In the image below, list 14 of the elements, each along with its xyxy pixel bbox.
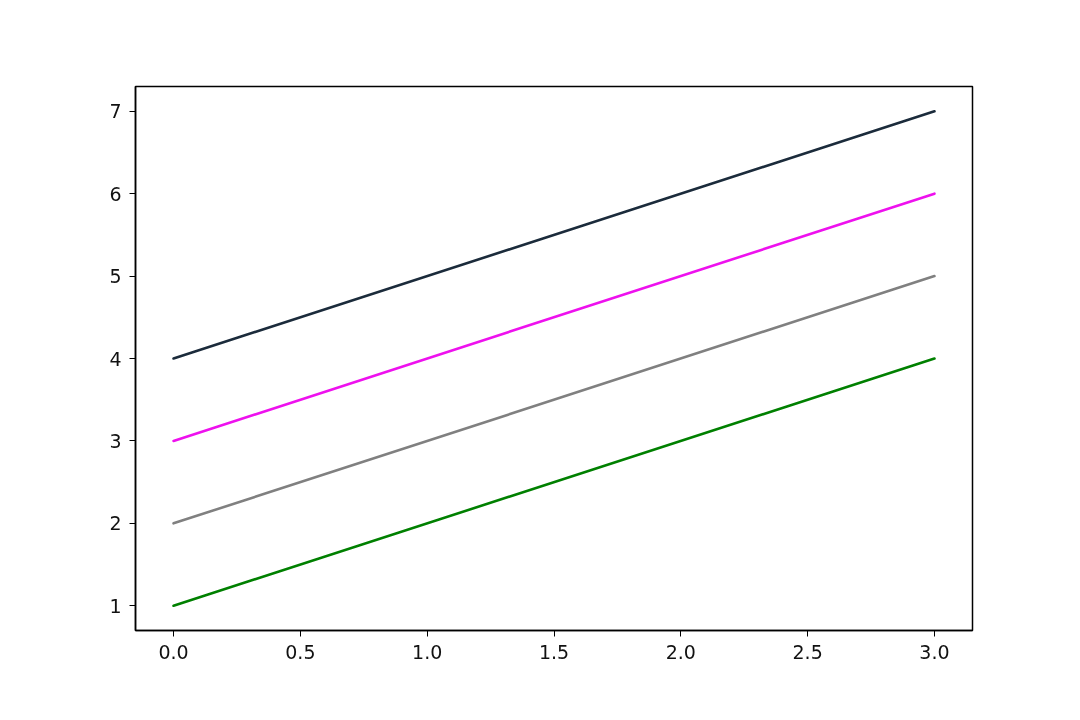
- y-tick-label: 7: [109, 100, 122, 123]
- y-tick-label: 6: [109, 182, 122, 205]
- x-tick-label: 1.0: [412, 640, 443, 663]
- x-tick-label: 2.0: [665, 640, 696, 663]
- y-tick-label: 1: [109, 594, 122, 617]
- x-tick-label: 1.5: [538, 640, 570, 663]
- y-tick-label: 5: [109, 265, 122, 288]
- x-tick-label: 3.0: [919, 640, 950, 663]
- x-tick-label: 0.5: [285, 640, 316, 663]
- y-tick-label: 2: [109, 512, 122, 535]
- y-tick-label: 3: [109, 429, 122, 452]
- y-tick-label: 4: [109, 347, 122, 370]
- x-tick-label: 2.5: [792, 640, 823, 663]
- x-tick-label: 0.0: [158, 640, 189, 663]
